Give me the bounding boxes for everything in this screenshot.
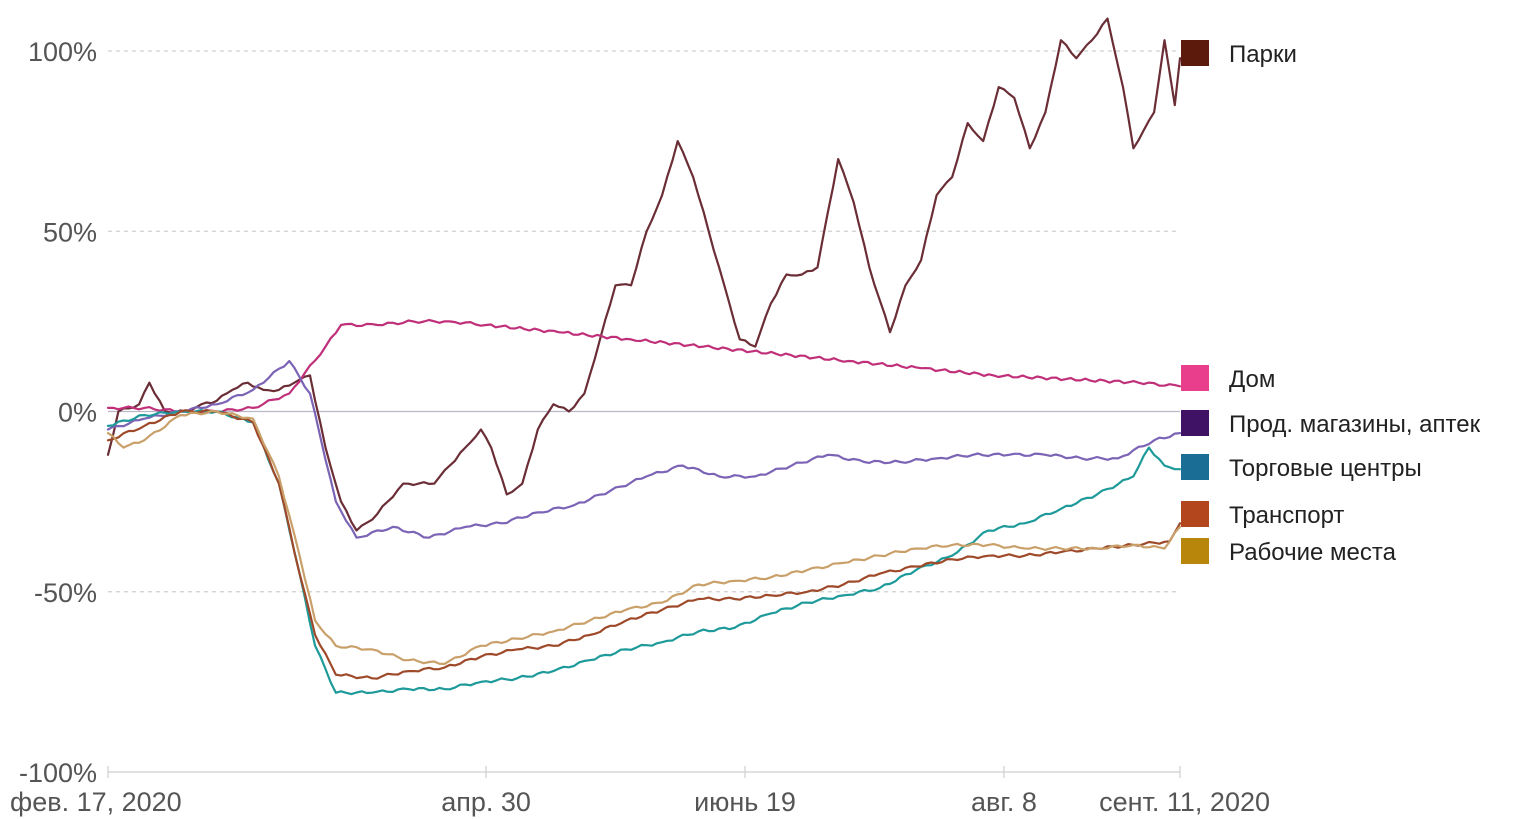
- legend-label: Рабочие места: [1229, 539, 1397, 566]
- x-tick-label: сент. 11, 2020: [1099, 787, 1270, 817]
- legend-label: Дом: [1229, 366, 1275, 393]
- legend-swatch: [1181, 40, 1209, 66]
- x-tick-label: авг. 8: [971, 787, 1037, 817]
- x-tick-label: июнь 19: [694, 787, 796, 817]
- y-tick-label: -100%: [19, 758, 97, 788]
- legend-label: Прод. магазины, аптек: [1229, 411, 1481, 438]
- grid-lines: [108, 50, 1180, 593]
- y-axis-tick-labels: 100% 50% 0% -50% -100%: [19, 37, 97, 788]
- legend-swatch: [1181, 538, 1209, 564]
- legend-swatch: [1181, 365, 1209, 391]
- series-lines: [106, 17, 1182, 696]
- legend-label: Парки: [1229, 41, 1297, 68]
- series-line-5: [106, 409, 1182, 665]
- y-tick-label: 0%: [58, 398, 97, 428]
- legend-swatch: [1181, 454, 1209, 480]
- y-tick-label: 50%: [43, 217, 97, 247]
- legend-swatch: [1181, 410, 1209, 436]
- legend: Парки Дом Прод. магазины, аптек Торговые це…: [1181, 40, 1481, 566]
- legend-swatch: [1181, 501, 1209, 527]
- x-axis: фев. 17, 2020 апр. 30 июнь 19 авг. 8 сент. 1…: [10, 766, 1270, 817]
- series-line-4: [106, 409, 1182, 680]
- y-tick-label: -50%: [34, 578, 97, 608]
- x-tick-label: фев. 17, 2020: [10, 787, 182, 817]
- series-line-1: [106, 318, 1182, 414]
- legend-label: Транспорт: [1229, 502, 1344, 529]
- y-tick-label: 100%: [28, 37, 97, 67]
- series-line-0: [106, 17, 1182, 532]
- x-tick-label: апр. 30: [441, 787, 531, 817]
- series-line-2: [106, 359, 1182, 539]
- legend-label: Торговые центры: [1229, 455, 1422, 482]
